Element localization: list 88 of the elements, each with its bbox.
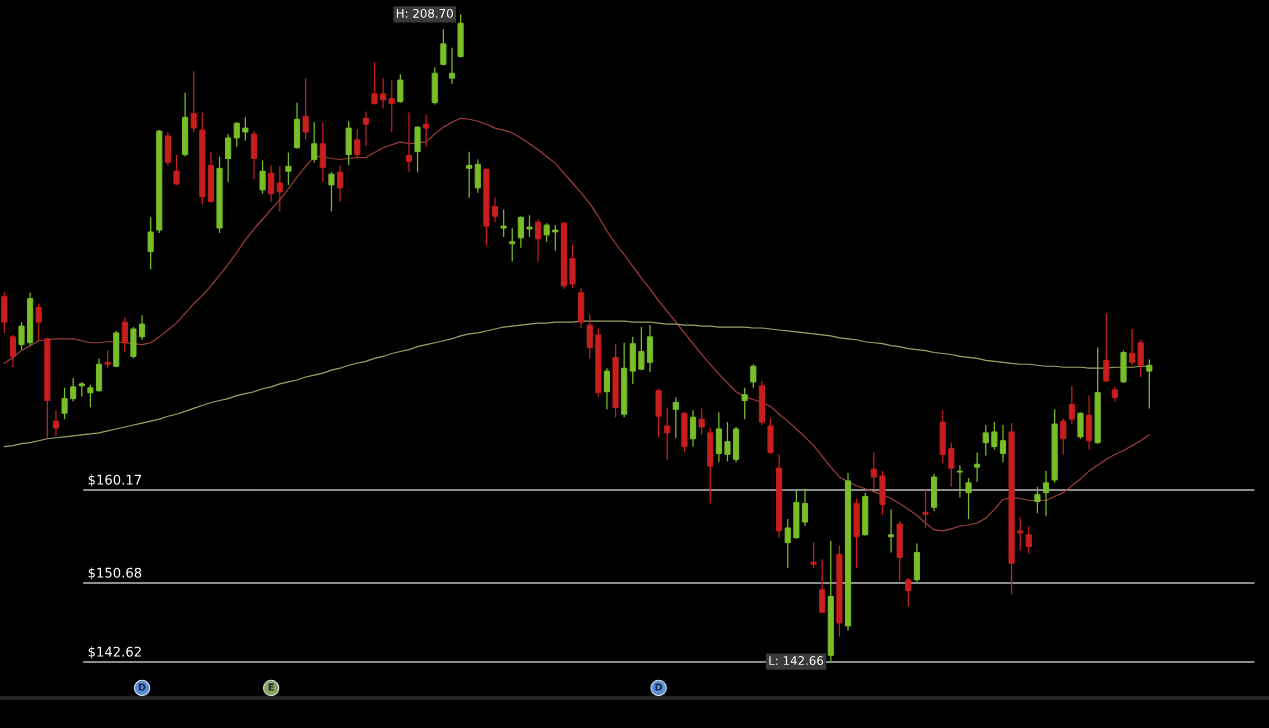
candlestick xyxy=(638,326,645,371)
candlestick xyxy=(52,409,60,437)
candlestick xyxy=(948,442,955,488)
candlestick xyxy=(138,314,146,341)
candlestick xyxy=(810,542,817,569)
candlestick xyxy=(1060,417,1067,456)
candlestick xyxy=(974,451,981,483)
candlestick xyxy=(672,396,679,439)
candlestick xyxy=(190,70,197,133)
candlestick xyxy=(982,424,989,457)
candlestick xyxy=(991,421,998,451)
candlestick xyxy=(388,79,395,133)
candlestick xyxy=(35,302,42,343)
text: D xyxy=(138,683,146,691)
annotation: L: 142.66 xyxy=(769,656,824,666)
candlestick xyxy=(466,151,473,199)
candlestick xyxy=(405,111,413,173)
candlestick xyxy=(509,227,516,263)
candlestick xyxy=(18,321,25,351)
candlestick xyxy=(362,110,369,147)
candlestick xyxy=(448,47,456,85)
candlestick xyxy=(543,222,550,243)
candlestick xyxy=(87,384,94,409)
candlestick xyxy=(535,218,542,263)
candlestick xyxy=(242,116,249,142)
candlestick xyxy=(603,367,611,410)
candlestick xyxy=(319,121,326,183)
candlestick xyxy=(784,518,791,569)
candlestick xyxy=(724,421,731,462)
ref-line-label: $150.68 xyxy=(88,567,142,580)
candlestick xyxy=(517,215,524,249)
candlestick xyxy=(173,153,180,186)
candlestick xyxy=(1137,339,1144,378)
candlestick xyxy=(1146,358,1153,410)
candlestick xyxy=(999,424,1007,463)
candlestick xyxy=(500,208,507,238)
candlestick xyxy=(750,363,757,389)
candlestick xyxy=(259,159,266,195)
candlestick xyxy=(1129,328,1136,366)
text: E xyxy=(268,683,274,691)
candlestick xyxy=(70,377,77,403)
candlestick xyxy=(801,488,809,527)
ref-line-label: $160.17 xyxy=(88,474,141,487)
candlestick xyxy=(61,387,68,420)
candlestick xyxy=(397,73,404,104)
ref-line-label: $142.62 xyxy=(88,646,141,659)
candlestick xyxy=(741,387,748,420)
candlestick xyxy=(526,214,533,238)
candlestick xyxy=(1034,486,1041,514)
candlestick xyxy=(887,508,895,554)
candlestick xyxy=(552,224,559,252)
candlestick xyxy=(311,121,318,164)
candlestick xyxy=(233,121,240,148)
candlestick xyxy=(302,77,309,141)
candlestick xyxy=(1025,525,1032,555)
candlestick xyxy=(1017,516,1024,552)
annotation: H: 208.70 xyxy=(396,8,453,18)
candlestick xyxy=(328,171,335,213)
candlestick xyxy=(689,409,697,448)
candlestick xyxy=(586,313,593,360)
candlestick xyxy=(371,61,378,106)
candlestick xyxy=(440,28,447,67)
candlestick xyxy=(870,451,877,490)
candlestick xyxy=(474,158,481,194)
text: D xyxy=(655,683,663,691)
candlestick xyxy=(965,477,972,520)
candlestick xyxy=(1068,385,1075,425)
candlestick xyxy=(225,133,232,183)
candlestick xyxy=(956,464,963,499)
candlestick xyxy=(354,128,361,160)
candlestick xyxy=(664,406,671,461)
candlestick xyxy=(121,316,128,354)
candlestick xyxy=(380,77,387,110)
candlestick xyxy=(276,165,283,213)
candlestick xyxy=(423,113,430,148)
candlestick xyxy=(819,558,826,614)
candlestick xyxy=(285,151,292,186)
candlestick xyxy=(1103,312,1110,383)
candlestick xyxy=(1042,470,1050,517)
candlestick xyxy=(922,489,929,529)
candlestick xyxy=(147,216,154,270)
candlestick xyxy=(698,407,705,436)
candlestick xyxy=(1077,411,1084,440)
candlestick xyxy=(491,197,499,223)
candlestick xyxy=(9,334,16,368)
candlestick xyxy=(905,577,912,607)
candlestick xyxy=(268,164,275,203)
candlestick xyxy=(336,164,344,203)
